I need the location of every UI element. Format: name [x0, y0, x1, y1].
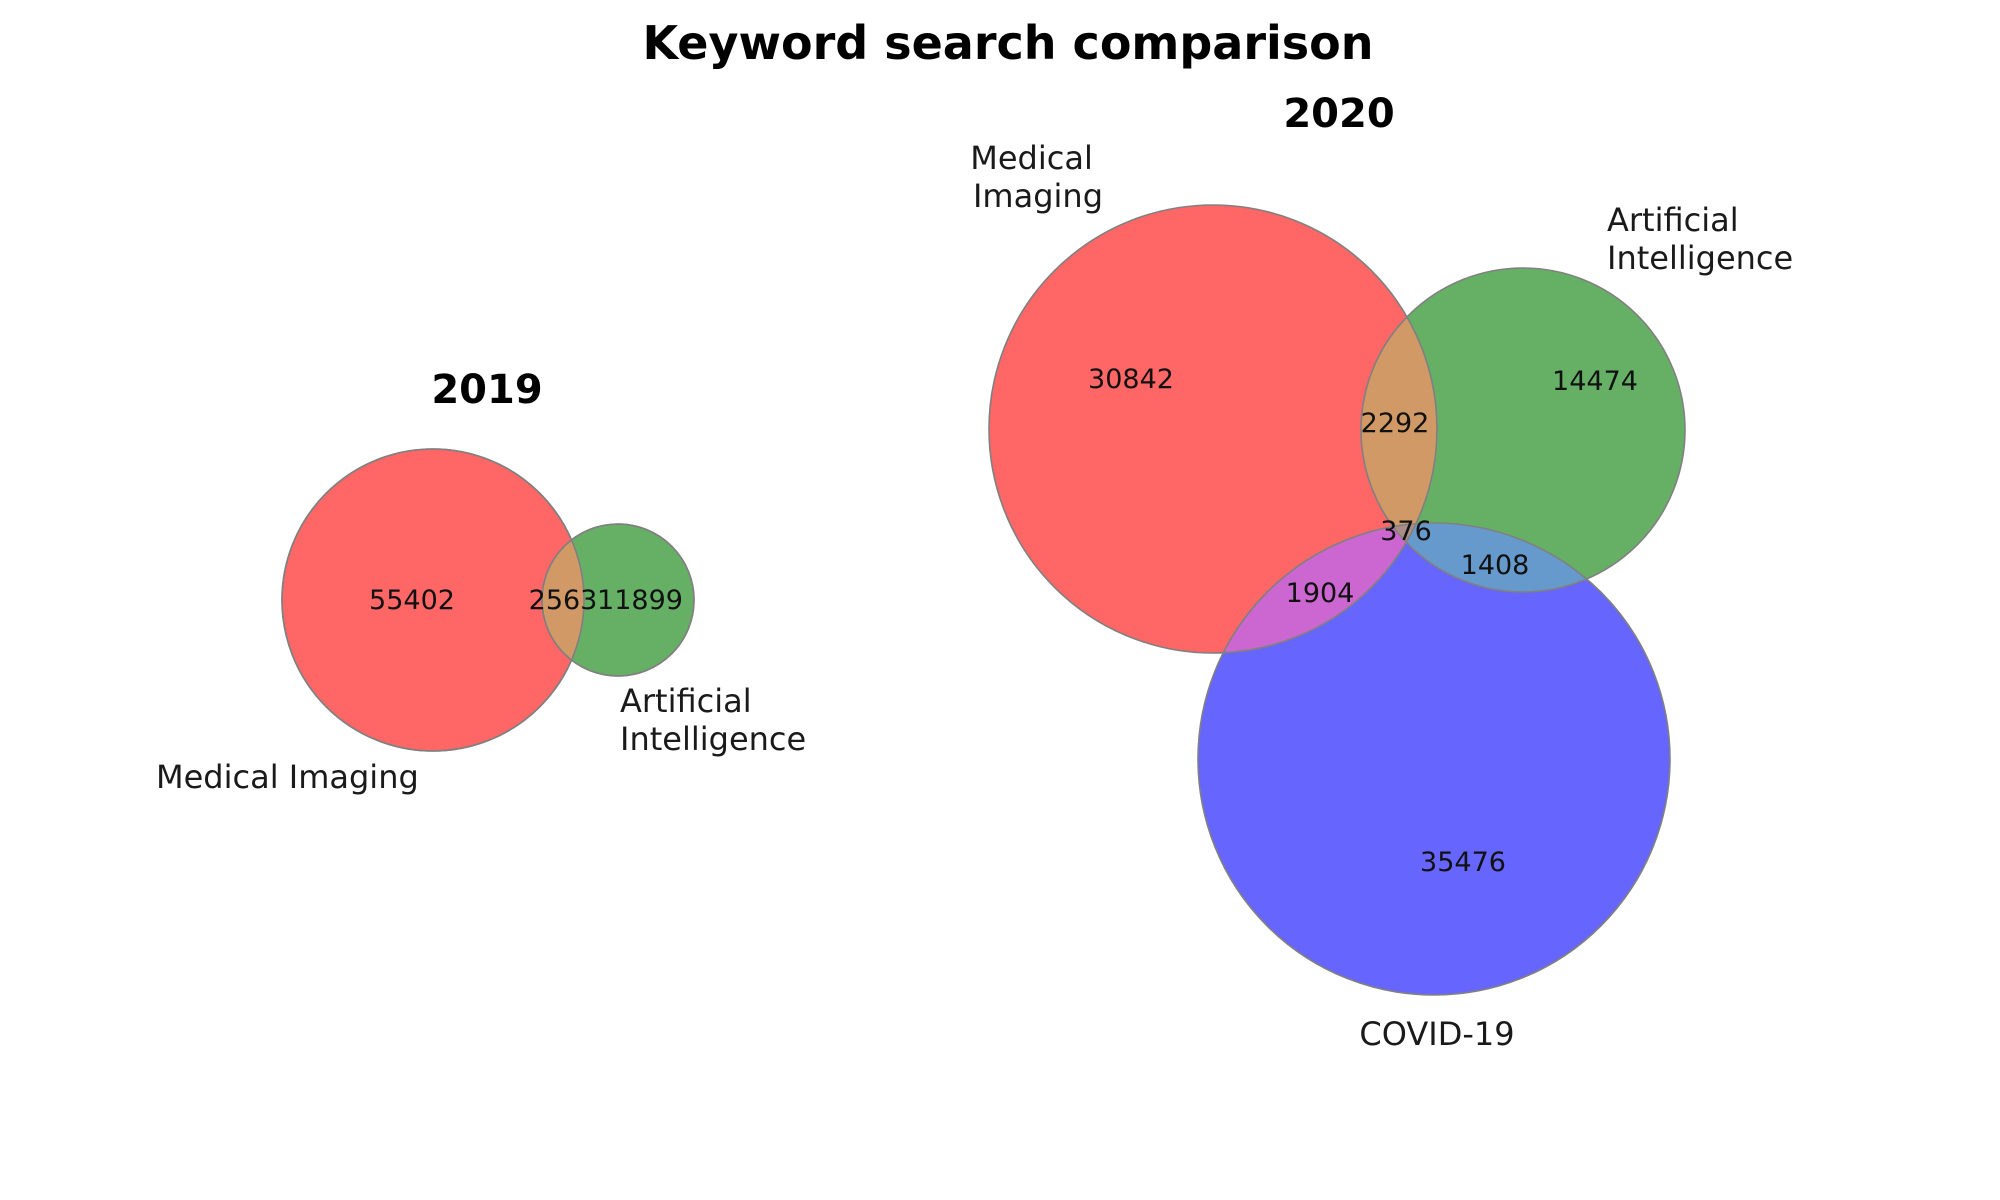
venn-2019-title: 2019 — [431, 367, 542, 413]
venn-2020-circle-medical-imaging — [989, 205, 1437, 653]
venn-2019-outline-mi — [281, 448, 585, 752]
venn-2019-count-ai-only: 11899 — [597, 585, 683, 616]
venn-2020-circle-covid19 — [1198, 523, 1670, 995]
venn-2020-label-mi-line-2: Imaging — [973, 177, 1103, 215]
venn-2020-count-mi-covid: 1904 — [1286, 578, 1355, 609]
venn-2020-outline-mi — [988, 204, 1438, 654]
venn-2020-outline-covid — [1197, 522, 1671, 996]
venn-2019-label-medical-imaging: Medical Imaging — [156, 758, 419, 796]
figure-title: Keyword search comparison — [642, 16, 1373, 70]
venn-2020-label-mi-line-1: Medical — [970, 139, 1093, 177]
venn-2020-count-all: 376 — [1380, 516, 1432, 547]
venn-2020-label-covid19: COVID-19 — [1359, 1015, 1514, 1053]
venn-2020-label-medical-imaging: Medical Imaging — [970, 139, 1103, 215]
venn-2019-outline-ai — [541, 523, 695, 677]
venn-2019-label-ai-line-1: Artificial — [620, 682, 752, 720]
venn-2020-label-ai-line-1: Artificial — [1607, 201, 1739, 239]
venn-2019-count-mi-ai: 2563 — [529, 585, 598, 616]
venn-2019: 2019 55402 2563 11899 Medical Imaging Ar… — [156, 367, 806, 796]
venn-2020-count-ai-only: 14474 — [1552, 366, 1638, 397]
venn-2020-count-mi-only: 30842 — [1088, 364, 1174, 395]
venn-2020-count-mi-ai: 2292 — [1361, 408, 1430, 439]
venn-2020: 2020 30842 14474 2292 376 1904 14 — [970, 91, 1793, 1053]
venn-2020-label-artificial-intelligence: Artificial Intelligence — [1607, 201, 1793, 277]
venn-2019-label-artificial-intelligence: Artificial Intelligence — [620, 682, 806, 758]
venn-2019-label-ai-line-2: Intelligence — [620, 720, 806, 758]
venn-2020-count-covid-only: 35476 — [1420, 847, 1506, 878]
venn-2020-label-ai-line-2: Intelligence — [1607, 239, 1793, 277]
venn-2020-circle-artificial-intelligence — [1361, 268, 1685, 592]
venn-2020-title: 2020 — [1283, 91, 1394, 137]
venn-2019-count-mi-only: 55402 — [369, 585, 455, 616]
venn-2020-count-ai-covid: 1408 — [1461, 550, 1530, 581]
venn-2020-outline-ai — [1360, 267, 1686, 593]
